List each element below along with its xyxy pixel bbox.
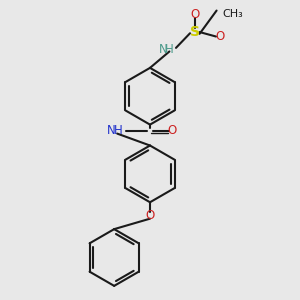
Text: S: S <box>190 25 200 39</box>
Text: O: O <box>215 30 225 43</box>
Text: H: H <box>165 43 174 56</box>
Text: H: H <box>114 124 123 137</box>
Text: O: O <box>168 124 177 137</box>
Text: O: O <box>190 8 200 21</box>
Text: N: N <box>158 43 167 56</box>
Text: N: N <box>107 124 116 137</box>
Text: CH₃: CH₃ <box>223 9 243 19</box>
Text: O: O <box>146 208 154 222</box>
